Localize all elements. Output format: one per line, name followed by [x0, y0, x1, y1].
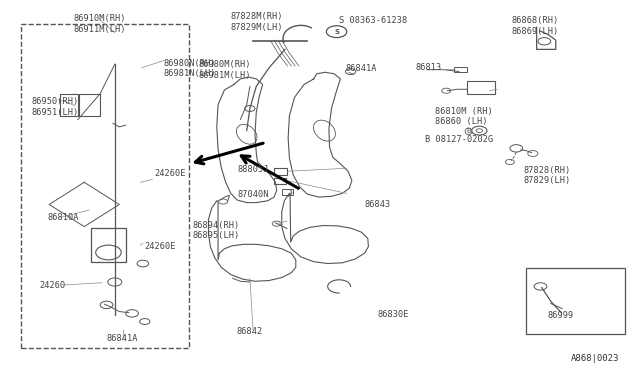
Text: 24260: 24260	[40, 281, 66, 290]
Bar	[454, 67, 467, 72]
Text: S 08363-61238: S 08363-61238	[339, 16, 408, 25]
Text: S: S	[334, 29, 339, 35]
Text: 86841A: 86841A	[346, 64, 377, 73]
Bar	[274, 168, 287, 175]
Text: 86999: 86999	[548, 311, 574, 320]
Text: 86830E: 86830E	[378, 310, 409, 319]
Bar	[79, 94, 100, 116]
Bar	[60, 94, 78, 116]
Bar	[282, 189, 293, 195]
Text: 86980M(RH)
86981M(LH): 86980M(RH) 86981M(LH)	[199, 61, 252, 80]
Text: 88805J: 88805J	[237, 165, 269, 174]
Text: 87828M(RH)
87829M(LH): 87828M(RH) 87829M(LH)	[231, 13, 284, 32]
Text: 86810A: 86810A	[47, 213, 79, 222]
Text: B 08127-0202G: B 08127-0202G	[425, 135, 493, 144]
Text: A868|0023: A868|0023	[571, 354, 620, 363]
Text: 86894(RH)
86895(LH): 86894(RH) 86895(LH)	[193, 221, 240, 240]
Text: B: B	[466, 128, 471, 134]
Bar	[20, 23, 189, 349]
Text: 86910M(RH)
86911M(LH): 86910M(RH) 86911M(LH)	[74, 14, 127, 34]
Text: 24260E: 24260E	[154, 169, 186, 177]
Bar	[467, 81, 495, 94]
Text: 86841A: 86841A	[107, 334, 138, 343]
Text: 86813: 86813	[415, 63, 442, 72]
Text: 86950(RH)
86951(LH): 86950(RH) 86951(LH)	[32, 97, 79, 117]
Text: 86980N(RH)
86981N(LH): 86980N(RH) 86981N(LH)	[164, 59, 216, 78]
Bar	[91, 228, 125, 262]
Text: 86868(RH)
86869(LH): 86868(RH) 86869(LH)	[511, 16, 559, 36]
Bar	[526, 268, 625, 334]
Bar	[274, 178, 285, 184]
Text: 86843: 86843	[365, 200, 391, 209]
Text: 87040N: 87040N	[237, 190, 269, 199]
Text: 86842: 86842	[237, 327, 263, 336]
Text: 24260E: 24260E	[145, 243, 176, 251]
Text: 87828(RH)
87829(LH): 87828(RH) 87829(LH)	[524, 166, 571, 185]
Text: 86810M (RH)
86860 (LH): 86810M (RH) 86860 (LH)	[435, 107, 492, 126]
